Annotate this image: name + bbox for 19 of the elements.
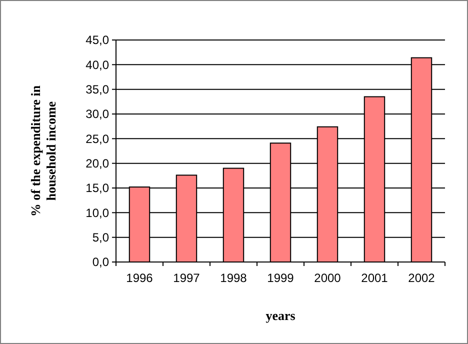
y-tick-label: 20,0 xyxy=(86,156,110,171)
y-axis-title: % of the expenditure in household income xyxy=(28,84,59,217)
x-axis-title: years xyxy=(266,308,296,323)
y-tick-label: 45,0 xyxy=(86,33,110,48)
y-tick-label: 35,0 xyxy=(86,82,110,97)
x-tick-label: 1998 xyxy=(220,271,248,285)
x-tick-label: 1997 xyxy=(173,271,200,285)
y-tick-label: 0,0 xyxy=(92,255,110,270)
x-tick-label: 2002 xyxy=(408,271,436,285)
y-tick-label: 25,0 xyxy=(86,132,110,146)
x-tick-label: 2000 xyxy=(314,271,342,285)
x-tick-label: 2001 xyxy=(361,271,388,285)
y-tick-label: 30,0 xyxy=(86,107,110,122)
x-tick-label: 1996 xyxy=(126,271,154,285)
y-tick-label: 10,0 xyxy=(86,206,110,220)
y-tick-label: 5,0 xyxy=(92,230,110,245)
y-tick-label: 40,0 xyxy=(86,58,110,72)
y-tick-label: 15,0 xyxy=(86,181,110,196)
x-tick-label: 1999 xyxy=(267,271,294,285)
